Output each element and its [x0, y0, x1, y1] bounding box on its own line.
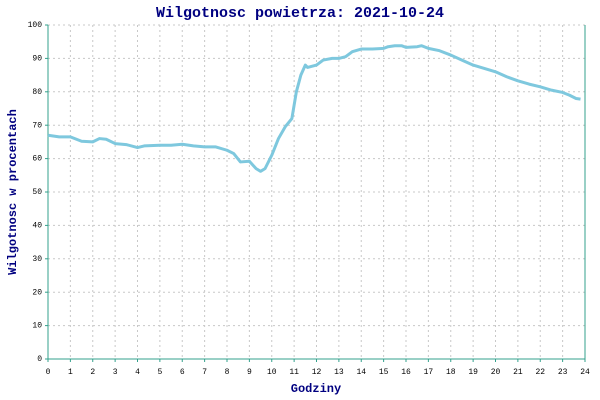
y-tick-label: 0: [37, 355, 42, 364]
x-tick-label: 0: [46, 368, 51, 377]
x-tick-label: 2: [90, 368, 95, 377]
y-tick-label: 50: [32, 188, 42, 197]
x-tick-label: 10: [267, 368, 277, 377]
x-tick-label: 1: [68, 368, 73, 377]
x-axis-label: Godziny: [291, 382, 341, 396]
x-tick-label: 11: [289, 368, 299, 377]
x-tick-label: 13: [334, 368, 344, 377]
data-line: [47, 44, 581, 173]
x-tick-label: 18: [446, 368, 456, 377]
x-tick-label: 12: [312, 368, 322, 377]
x-tick-label: 24: [580, 368, 590, 377]
y-tick-label: 20: [32, 288, 42, 297]
x-tick-label: 9: [247, 368, 252, 377]
x-tick-label: 7: [202, 368, 207, 377]
x-tick-label: 6: [180, 368, 185, 377]
x-tick-label: 5: [157, 368, 162, 377]
y-tick-label: 60: [32, 155, 42, 164]
y-axis-label: Wilgotnosc w procentach: [6, 109, 20, 275]
x-tick-label: 23: [558, 368, 568, 377]
x-tick-label: 19: [468, 368, 478, 377]
x-tick-label: 16: [401, 368, 411, 377]
x-tick-label: 17: [424, 368, 434, 377]
y-tick-label: 30: [32, 255, 42, 264]
y-tick-label: 70: [32, 121, 42, 130]
x-tick-label: 21: [513, 368, 523, 377]
y-tick-label: 90: [32, 55, 42, 64]
x-tick-label: 14: [356, 368, 366, 377]
x-tick-label: 8: [225, 368, 230, 377]
y-tick-label: 10: [32, 322, 42, 331]
y-tick-label: 100: [28, 21, 43, 30]
x-tick-label: 15: [379, 368, 389, 377]
y-tick-label: 40: [32, 222, 42, 231]
chart-title: Wilgotnosc powietrza: 2021-10-24: [156, 5, 444, 22]
x-tick-label: 20: [491, 368, 501, 377]
x-tick-label: 4: [135, 368, 140, 377]
y-tick-label: 80: [32, 88, 42, 97]
x-tick-label: 22: [535, 368, 545, 377]
x-tick-label: 3: [113, 368, 118, 377]
